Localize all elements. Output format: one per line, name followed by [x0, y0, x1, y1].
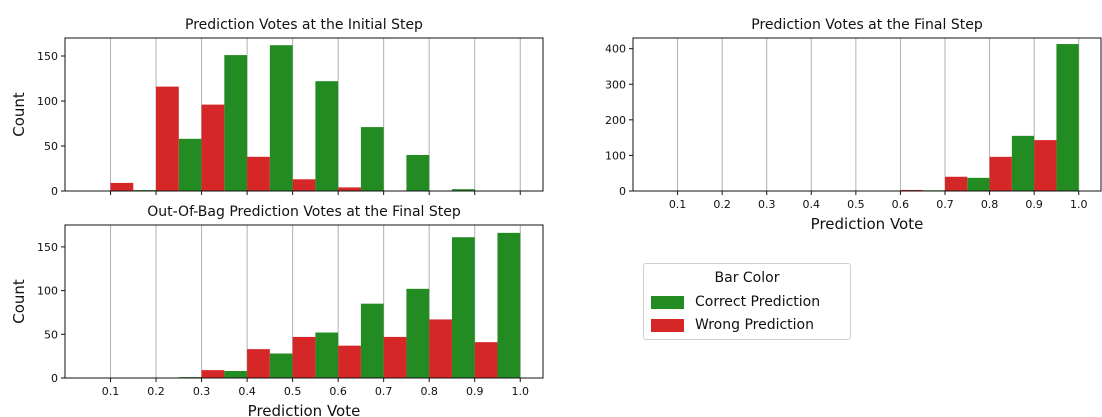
initial-ytick-label-2: 100	[37, 95, 58, 108]
oob-xtick-label-2: 0.3	[193, 385, 211, 398]
initial-bar-wrong-6	[201, 104, 225, 191]
final-xtick-label-9: 1.0	[1070, 198, 1088, 211]
initial-title: Prediction Votes at the Initial Step	[185, 17, 423, 33]
initial-bar-correct-11	[315, 81, 339, 191]
oob-xtick-label-3: 0.4	[238, 385, 256, 398]
initial-ytick-label-3: 150	[37, 50, 58, 63]
initial-ylabel: Count	[10, 92, 28, 137]
legend: Bar Color Correct Prediction Wrong Predi…	[643, 263, 851, 340]
oob-xlabel: Prediction Vote	[248, 402, 361, 417]
legend-item-correct: Correct Prediction	[651, 293, 820, 311]
final-xtick-label-6: 0.7	[936, 198, 954, 211]
oob-bar-wrong-6	[201, 370, 225, 378]
final-xtick-label-7: 0.8	[981, 198, 999, 211]
oob-bar-wrong-10	[292, 336, 316, 378]
oob-ylabel: Count	[10, 279, 28, 324]
final-ytick-label-1: 100	[605, 149, 626, 162]
oob-xtick-label-8: 0.9	[466, 385, 484, 398]
final-ytick-label-3: 300	[605, 78, 626, 91]
oob-bar-correct-19	[497, 232, 521, 378]
oob-xtick-label-1: 0.2	[147, 385, 165, 398]
initial-bar-wrong-4	[156, 86, 179, 191]
oob-bar-wrong-16	[429, 319, 452, 378]
oob-bar-correct-17	[451, 237, 475, 378]
final-bar-correct-5	[1011, 135, 1035, 191]
legend-title: Bar Color	[714, 270, 780, 286]
oob-axes-frame	[64, 224, 544, 379]
final-bar-wrong-6	[1034, 140, 1057, 191]
initial-bar-correct-9	[269, 45, 293, 192]
initial-bar-correct-15	[406, 155, 430, 191]
final-ytick-label-0: 0	[619, 185, 626, 198]
final-ytick-label-4: 400	[605, 43, 626, 56]
final-xtick-label-5: 0.6	[892, 198, 910, 211]
oob-bar-correct-9	[269, 353, 293, 378]
oob-ytick-label-2: 100	[37, 285, 58, 298]
initial-bar-wrong-2	[110, 182, 134, 191]
final-xtick-label-8: 0.9	[1025, 198, 1043, 211]
oob-xtick-label-6: 0.7	[375, 385, 393, 398]
oob-xtick-label-7: 0.8	[420, 385, 438, 398]
oob-xtick-label-5: 0.6	[329, 385, 347, 398]
oob-ytick-label-1: 50	[44, 328, 58, 341]
oob-bar-wrong-8	[247, 349, 270, 378]
oob-xtick-label-4: 0.5	[284, 385, 302, 398]
initial-bar-wrong-12	[338, 187, 361, 191]
oob-bar-correct-7	[224, 371, 248, 378]
initial-bar-wrong-8	[247, 156, 270, 191]
final-xtick-label-2: 0.3	[758, 198, 776, 211]
final-bar-wrong-4	[989, 156, 1012, 191]
final-bar-wrong-2	[945, 176, 968, 191]
final-xtick-label-1: 0.2	[713, 198, 731, 211]
final-title: Prediction Votes at the Final Step	[751, 17, 983, 33]
oob-bar-wrong-18	[474, 342, 498, 378]
oob-bar-wrong-12	[338, 345, 361, 378]
oob-bar-correct-15	[406, 288, 430, 378]
oob-xtick-label-0: 0.1	[102, 385, 120, 398]
initial-bar-correct-5	[178, 138, 202, 191]
oob-ytick-label-3: 150	[37, 241, 58, 254]
oob-bar-correct-13	[360, 303, 384, 378]
final-xtick-label-0: 0.1	[669, 198, 687, 211]
legend-swatch-wrong	[651, 318, 684, 332]
initial-ytick-label-1: 50	[44, 140, 58, 153]
final-bar-correct-7	[1056, 44, 1079, 192]
final-axes-frame	[632, 37, 1102, 192]
legend-label-correct: Correct Prediction	[695, 294, 821, 310]
final-xlabel: Prediction Vote	[811, 215, 924, 233]
legend-item-wrong: Wrong Prediction	[651, 316, 814, 334]
initial-axes-frame	[64, 37, 544, 192]
initial-bar-wrong-10	[292, 179, 316, 191]
final-xtick-label-4: 0.5	[847, 198, 865, 211]
initial-bar-correct-13	[360, 127, 384, 191]
oob-bar-wrong-14	[383, 336, 407, 378]
initial-bar-correct-17	[451, 189, 475, 191]
final-bar-wrong-0	[900, 189, 923, 191]
oob-bar-correct-11	[315, 332, 339, 378]
final-ytick-label-2: 200	[605, 114, 626, 127]
oob-xtick-label-9: 1.0	[511, 385, 529, 398]
initial-ytick-label-0: 0	[51, 185, 58, 198]
final-bar-correct-3	[967, 177, 990, 191]
oob-title: Out-Of-Bag Prediction Votes at the Final…	[147, 204, 461, 220]
legend-label-wrong: Wrong Prediction	[695, 317, 814, 333]
initial-bar-correct-7	[224, 55, 248, 191]
oob-ytick-label-0: 0	[51, 372, 58, 385]
legend-swatch-correct	[651, 295, 684, 309]
final-xtick-label-3: 0.4	[803, 198, 821, 211]
